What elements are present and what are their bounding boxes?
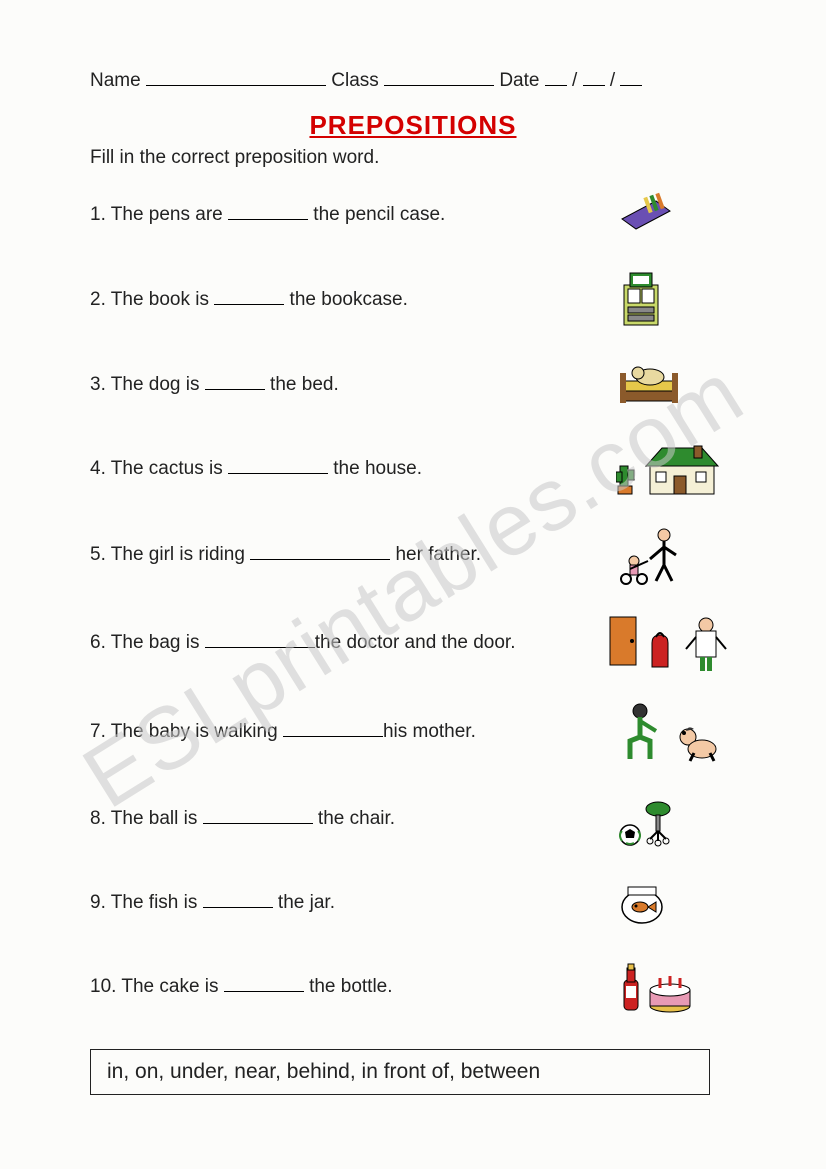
bottle-cake-icon xyxy=(616,960,736,1014)
question-text: 8. The ball is the chair. xyxy=(90,808,616,830)
question-after: the jar. xyxy=(273,892,335,913)
question-before: The ball is xyxy=(111,808,203,829)
pencil-case-icon xyxy=(616,191,736,239)
answer-blank[interactable] xyxy=(250,545,390,560)
question-text: 9. The fish is the jar. xyxy=(90,892,616,914)
date-label: Date xyxy=(499,70,539,91)
question-number: 8. xyxy=(90,808,111,829)
girl-father-icon xyxy=(616,525,736,585)
word-bank: in, on, under, near, behind, in front of… xyxy=(90,1049,710,1095)
question-before: The cactus is xyxy=(111,458,228,479)
question-text: 7. The baby is walking his mother. xyxy=(90,721,616,743)
question-text: 5. The girl is riding her father. xyxy=(90,544,616,566)
answer-blank[interactable] xyxy=(205,375,265,390)
answer-blank[interactable] xyxy=(203,809,313,824)
question-text: 10. The cake is the bottle. xyxy=(90,976,616,998)
instruction-text: Fill in the correct preposition word. xyxy=(90,147,736,169)
dog-bed-icon xyxy=(616,359,736,411)
question-before: The fish is xyxy=(111,892,203,913)
question-before: The cake is xyxy=(121,976,223,997)
cactus-house-icon xyxy=(616,442,736,496)
question-after: the doctor and the door. xyxy=(315,632,516,653)
ball-chair-icon xyxy=(616,791,736,847)
question-text: 2. The book is the bookcase. xyxy=(90,289,616,311)
question-text: 4. The cactus is the house. xyxy=(90,458,616,480)
name-blank[interactable] xyxy=(146,71,326,86)
answer-blank[interactable] xyxy=(203,893,273,908)
question-before: The baby is walking xyxy=(111,721,283,742)
class-label: Class xyxy=(331,70,379,91)
bookcase-icon xyxy=(616,271,736,329)
baby-mother-icon xyxy=(616,701,736,763)
question-text: 1. The pens are the pencil case. xyxy=(90,204,616,226)
question-row: 1. The pens are the pencil case. xyxy=(90,187,736,243)
question-number: 10. xyxy=(90,976,121,997)
question-number: 6. xyxy=(90,632,111,653)
question-number: 4. xyxy=(90,458,111,479)
answer-blank[interactable] xyxy=(214,290,284,305)
question-row: 9. The fish is the jar. xyxy=(90,875,736,931)
date-blank-2[interactable] xyxy=(583,71,605,86)
question-number: 3. xyxy=(90,374,111,395)
answer-blank[interactable] xyxy=(228,205,308,220)
question-after: the bed. xyxy=(265,374,339,395)
name-label: Name xyxy=(90,70,141,91)
question-before: The bag is xyxy=(111,632,205,653)
question-text: 6. The bag is the doctor and the door. xyxy=(90,632,606,654)
question-number: 2. xyxy=(90,289,111,310)
question-number: 7. xyxy=(90,721,111,742)
date-sep-1: / xyxy=(572,70,577,91)
question-row: 8. The ball is the chair. xyxy=(90,791,736,847)
question-after: the house. xyxy=(328,458,422,479)
answer-blank[interactable] xyxy=(228,459,328,474)
answer-blank[interactable] xyxy=(224,977,304,992)
question-row: 4. The cactus is the house. xyxy=(90,441,736,497)
question-row: 6. The bag is the doctor and the door. xyxy=(90,613,736,673)
question-after: the bookcase. xyxy=(284,289,408,310)
question-before: The girl is riding xyxy=(111,544,250,565)
questions-list: 1. The pens are the pencil case. 2. The … xyxy=(90,187,736,1015)
worksheet-page: ESLprintables.com Name Class Date / / PR… xyxy=(0,0,826,1169)
question-row: 2. The book is the bookcase. xyxy=(90,271,736,329)
question-before: The dog is xyxy=(111,374,205,395)
date-blank-1[interactable] xyxy=(545,71,567,86)
question-row: 5. The girl is riding her father. xyxy=(90,525,736,585)
question-after: the pencil case. xyxy=(308,204,445,225)
bag-doctor-door-icon xyxy=(606,613,736,673)
answer-blank[interactable] xyxy=(205,633,315,648)
question-number: 1. xyxy=(90,204,111,225)
question-row: 3. The dog is the bed. xyxy=(90,357,736,413)
question-after: his mother. xyxy=(383,721,476,742)
date-sep-2: / xyxy=(610,70,615,91)
question-row: 10. The cake is the bottle. xyxy=(90,959,736,1015)
worksheet-title: PREPOSITIONS xyxy=(90,110,736,141)
fish-jar-icon xyxy=(616,877,736,929)
question-after: her father. xyxy=(390,544,481,565)
question-after: the chair. xyxy=(313,808,395,829)
date-blank-3[interactable] xyxy=(620,71,642,86)
class-blank[interactable] xyxy=(384,71,494,86)
answer-blank[interactable] xyxy=(283,722,383,737)
question-after: the bottle. xyxy=(304,976,393,997)
header-line: Name Class Date / / xyxy=(90,70,736,92)
question-number: 9. xyxy=(90,892,111,913)
question-row: 7. The baby is walking his mother. xyxy=(90,701,736,763)
question-before: The pens are xyxy=(111,204,228,225)
question-before: The book is xyxy=(111,289,215,310)
question-text: 3. The dog is the bed. xyxy=(90,374,616,396)
question-number: 5. xyxy=(90,544,111,565)
